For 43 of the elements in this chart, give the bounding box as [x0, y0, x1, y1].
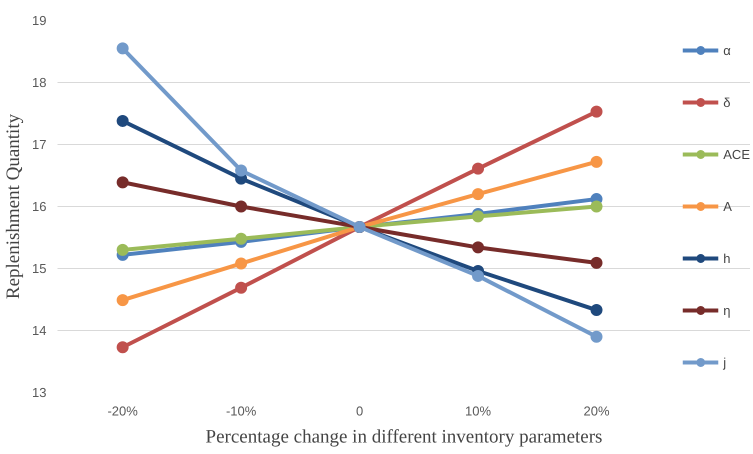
point [116, 244, 129, 256]
point [472, 270, 484, 282]
x-tick-label: -10% [226, 404, 257, 418]
point [116, 114, 129, 127]
point [590, 200, 602, 212]
y-tick-label: 16 [32, 199, 47, 214]
legend-label: j [723, 354, 728, 370]
y-tick-label: 15 [32, 261, 47, 276]
y-tick-label: 13 [32, 385, 47, 400]
y-axis-title: Replenishment Quantity [3, 113, 24, 300]
point [116, 176, 129, 188]
legend-label: α [723, 42, 732, 58]
point [116, 42, 129, 54]
point [590, 330, 602, 343]
y-tick-label: 14 [32, 323, 47, 338]
legend-label: A [723, 198, 733, 214]
point [590, 156, 602, 168]
legend-label: ACE [723, 146, 750, 162]
point [116, 341, 129, 354]
point [472, 210, 484, 222]
legend-label: h [723, 250, 732, 266]
point [472, 162, 484, 175]
point [235, 258, 248, 270]
point [235, 232, 248, 245]
point [235, 282, 248, 294]
x-tick-label: -20% [107, 404, 138, 418]
y-tick-label: 18 [32, 75, 47, 90]
y-tick-label: 17 [32, 137, 47, 152]
x-tick-label: 20% [583, 404, 610, 418]
point [590, 304, 602, 316]
legend-label: η [723, 302, 732, 318]
point [590, 256, 602, 269]
point [472, 188, 484, 200]
legend-label: δ [723, 94, 732, 110]
x-tick-label: 10% [465, 404, 492, 418]
point [590, 106, 602, 118]
point [116, 294, 129, 306]
point [235, 200, 248, 212]
y-tick-label: 19 [32, 13, 47, 28]
point [235, 164, 248, 177]
point [472, 241, 484, 254]
x-axis-title: Percentage change in different inventory parameters [206, 426, 602, 448]
x-tick-label: 0 [356, 404, 364, 418]
